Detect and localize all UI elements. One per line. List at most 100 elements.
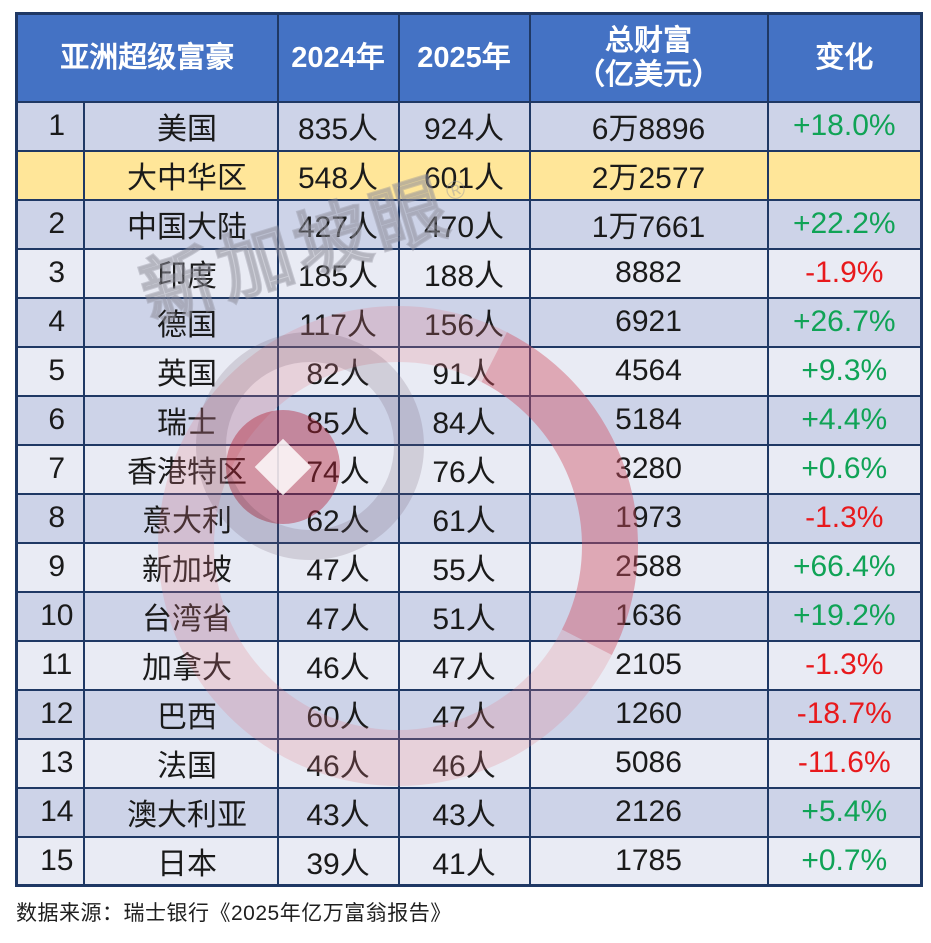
rank-cell: 3 <box>15 247 85 299</box>
wealth-cell: 1973 <box>528 492 769 544</box>
table-row: 大中华区 548人 601人 2万2577 <box>15 149 923 201</box>
wealth-cell: 6万8896 <box>528 100 769 152</box>
region-cell: 英国 <box>82 345 279 397</box>
table-row: 15 日本 39人 41人 1785 +0.7% <box>15 835 923 887</box>
header-total-wealth: 总财富 （亿美元） <box>528 12 769 103</box>
count-2025-cell: 188人 <box>397 247 531 299</box>
change-cell: +0.7% <box>766 835 923 887</box>
rank-cell: 1 <box>15 100 85 152</box>
region-cell: 意大利 <box>82 492 279 544</box>
rank-cell <box>15 149 85 201</box>
rank-cell: 9 <box>15 541 85 593</box>
count-2025-cell: 601人 <box>397 149 531 201</box>
region-cell: 澳大利亚 <box>82 786 279 838</box>
wealth-cell: 4564 <box>528 345 769 397</box>
table-row: 13 法国 46人 46人 5086 -11.6% <box>15 737 923 789</box>
rank-cell: 12 <box>15 688 85 740</box>
region-cell: 德国 <box>82 296 279 348</box>
rank-cell: 4 <box>15 296 85 348</box>
wealth-cell: 6921 <box>528 296 769 348</box>
table-row: 9 新加坡 47人 55人 2588 +66.4% <box>15 541 923 593</box>
table-row: 10 台湾省 47人 51人 1636 +19.2% <box>15 590 923 642</box>
change-cell: -18.7% <box>766 688 923 740</box>
count-2025-cell: 924人 <box>397 100 531 152</box>
rank-cell: 13 <box>15 737 85 789</box>
rank-cell: 10 <box>15 590 85 642</box>
rank-cell: 11 <box>15 639 85 691</box>
wealth-cell: 2万2577 <box>528 149 769 201</box>
rank-cell: 6 <box>15 394 85 446</box>
table-row: 12 巴西 60人 47人 1260 -18.7% <box>15 688 923 740</box>
wealth-cell: 1636 <box>528 590 769 642</box>
change-cell: -11.6% <box>766 737 923 789</box>
wealth-cell: 2105 <box>528 639 769 691</box>
region-cell: 新加坡 <box>82 541 279 593</box>
region-cell: 台湾省 <box>82 590 279 642</box>
region-cell: 日本 <box>82 835 279 887</box>
change-cell: +66.4% <box>766 541 923 593</box>
data-source-note: 数据来源：瑞士银行《2025年亿万富翁报告》 <box>16 902 452 925</box>
count-2024-cell: 39人 <box>276 835 400 887</box>
wealth-cell: 2588 <box>528 541 769 593</box>
change-cell: +0.6% <box>766 443 923 495</box>
header-2025: 2025年 <box>397 12 531 103</box>
count-2024-cell: 82人 <box>276 345 400 397</box>
asian-rich-table: 亚洲超级富豪 2024年 2025年 总财富 （亿美元） 变化 1 美国 835人 9… <box>15 12 924 887</box>
count-2024-cell: 85人 <box>276 394 400 446</box>
wealth-cell: 5184 <box>528 394 769 446</box>
header-total-wealth-line2: （亿美元） <box>576 58 722 91</box>
table-row: 1 美国 835人 924人 6万8896 +18.0% <box>15 100 923 152</box>
wealth-cell: 8882 <box>528 247 769 299</box>
wealth-cell: 5086 <box>528 737 769 789</box>
change-cell: +5.4% <box>766 786 923 838</box>
change-cell: +26.7% <box>766 296 923 348</box>
count-2025-cell: 47人 <box>397 688 531 740</box>
wealth-cell: 1260 <box>528 688 769 740</box>
change-cell: +4.4% <box>766 394 923 446</box>
count-2024-cell: 46人 <box>276 737 400 789</box>
count-2024-cell: 46人 <box>276 639 400 691</box>
region-cell: 印度 <box>82 247 279 299</box>
rank-cell: 14 <box>15 786 85 838</box>
count-2024-cell: 43人 <box>276 786 400 838</box>
table-row: 7 香港特区 74人 76人 3280 +0.6% <box>15 443 923 495</box>
change-cell: -1.3% <box>766 639 923 691</box>
change-cell: +19.2% <box>766 590 923 642</box>
header-2024: 2024年 <box>276 12 400 103</box>
rank-cell: 15 <box>15 835 85 887</box>
wealth-cell: 1785 <box>528 835 769 887</box>
region-cell: 法国 <box>82 737 279 789</box>
table-row: 4 德国 117人 156人 6921 +26.7% <box>15 296 923 348</box>
count-2024-cell: 185人 <box>276 247 400 299</box>
count-2025-cell: 43人 <box>397 786 531 838</box>
wealth-cell: 2126 <box>528 786 769 838</box>
count-2024-cell: 47人 <box>276 590 400 642</box>
table-row: 11 加拿大 46人 47人 2105 -1.3% <box>15 639 923 691</box>
change-cell: -1.9% <box>766 247 923 299</box>
table-header-row: 亚洲超级富豪 2024年 2025年 总财富 （亿美元） 变化 <box>15 12 923 103</box>
count-2024-cell: 60人 <box>276 688 400 740</box>
table-row: 6 瑞士 85人 84人 5184 +4.4% <box>15 394 923 446</box>
wealth-cell: 1万7661 <box>528 198 769 250</box>
count-2025-cell: 76人 <box>397 443 531 495</box>
region-cell: 加拿大 <box>82 639 279 691</box>
rank-cell: 7 <box>15 443 85 495</box>
count-2025-cell: 47人 <box>397 639 531 691</box>
region-cell: 瑞士 <box>82 394 279 446</box>
table-row: 8 意大利 62人 61人 1973 -1.3% <box>15 492 923 544</box>
change-cell: -1.3% <box>766 492 923 544</box>
count-2025-cell: 55人 <box>397 541 531 593</box>
header-title: 亚洲超级富豪 <box>15 12 279 103</box>
count-2024-cell: 835人 <box>276 100 400 152</box>
count-2024-cell: 62人 <box>276 492 400 544</box>
wealth-cell: 3280 <box>528 443 769 495</box>
header-change: 变化 <box>766 12 923 103</box>
rank-cell: 5 <box>15 345 85 397</box>
region-cell: 中国大陆 <box>82 198 279 250</box>
table-row: 2 中国大陆 427人 470人 1万7661 +22.2% <box>15 198 923 250</box>
table-row: 3 印度 185人 188人 8882 -1.9% <box>15 247 923 299</box>
rank-cell: 8 <box>15 492 85 544</box>
rank-cell: 2 <box>15 198 85 250</box>
count-2025-cell: 41人 <box>397 835 531 887</box>
